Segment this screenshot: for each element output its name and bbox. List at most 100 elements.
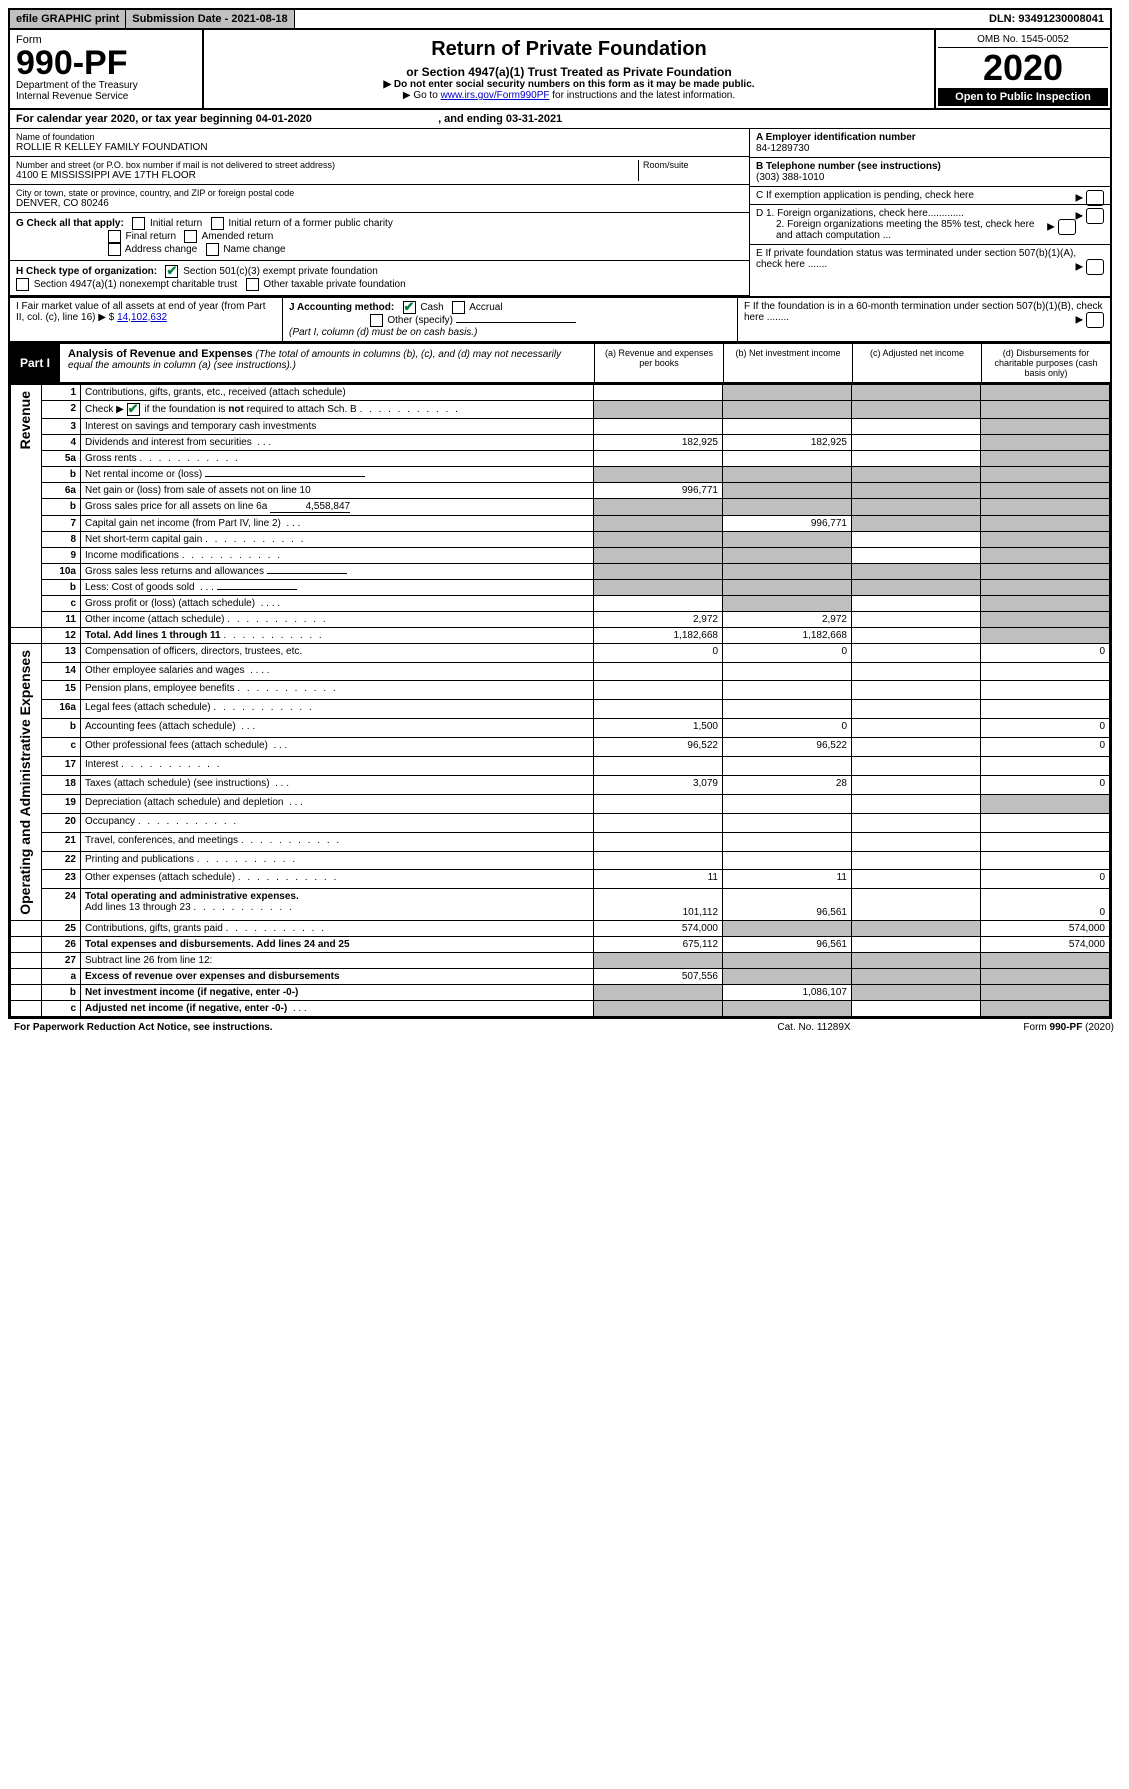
part-description: Analysis of Revenue and Expenses (The to… [60,344,594,382]
checkbox-initial-former[interactable] [211,217,224,230]
table-row: 23Other expenses (attach schedule) 11110 [11,870,1110,889]
table-row: 8Net short-term capital gain [11,531,1110,547]
top-bar: efile GRAPHIC print Submission Date - 20… [10,10,1110,30]
table-row: 4Dividends and interest from securities … [11,434,1110,450]
table-row: 26Total expenses and disbursements. Add … [11,937,1110,953]
checkbox-other-method[interactable] [370,314,383,327]
revenue-expense-table: Revenue 1Contributions, gifts, grants, e… [10,384,1110,1018]
revenue-label: Revenue [15,387,35,453]
table-row: cOther professional fees (attach schedul… [11,738,1110,757]
table-row: 5aGross rents [11,450,1110,466]
checkbox-d2[interactable] [1058,219,1076,235]
table-row: Operating and Administrative Expenses 13… [11,643,1110,662]
table-row: cAdjusted net income (if negative, enter… [11,1001,1110,1017]
fmv-value[interactable]: 14,102,632 [117,312,167,323]
address-cell: Number and street (or P.O. box number if… [10,157,749,185]
table-row: bNet rental income or (loss) [11,466,1110,482]
table-row: 15Pension plans, employee benefits [11,681,1110,700]
checkbox-initial-return[interactable] [132,217,145,230]
omb-number: OMB No. 1545-0052 [938,32,1108,48]
table-row: 7Capital gain net income (from Part IV, … [11,515,1110,531]
calendar-year-row: For calendar year 2020, or tax year begi… [10,110,1110,129]
table-row: bAccounting fees (attach schedule) . . .… [11,719,1110,738]
table-row: 22Printing and publications [11,851,1110,870]
table-row: 3Interest on savings and temporary cash … [11,418,1110,434]
opex-label: Operating and Administrative Expenses [15,646,35,919]
table-row: 25Contributions, gifts, grants paid 574,… [11,921,1110,937]
page-footer: For Paperwork Reduction Act Notice, see … [8,1019,1120,1036]
table-row: 10aGross sales less returns and allowanc… [11,563,1110,579]
footer-left: For Paperwork Reduction Act Notice, see … [14,1022,714,1033]
form-number: 990-PF [16,46,196,80]
section-c: C If exemption application is pending, c… [750,187,1110,205]
header-right: OMB No. 1545-0052 2020 Open to Public In… [934,30,1110,108]
city-state-zip: DENVER, CO 80246 [16,198,743,209]
table-row: 24Total operating and administrative exp… [11,889,1110,921]
table-row: bGross sales price for all assets on lin… [11,498,1110,515]
open-to-public: Open to Public Inspection [938,88,1108,106]
checkbox-d1[interactable] [1086,208,1104,224]
table-row: bNet investment income (if negative, ent… [11,985,1110,1001]
table-row: bLess: Cost of goods sold . . . [11,579,1110,595]
table-row: 27Subtract line 26 from line 12: [11,953,1110,969]
city-cell: City or town, state or province, country… [10,185,749,213]
header-note-1: ▶ Do not enter social security numbers o… [210,79,928,90]
efile-label: efile GRAPHIC print [10,10,126,28]
table-row: Revenue 1Contributions, gifts, grants, e… [11,384,1110,400]
checkbox-sch-b[interactable] [127,403,140,416]
section-i: I Fair market value of all assets at end… [10,298,283,341]
checkbox-501c3[interactable] [165,265,178,278]
address: 4100 E MISSISSIPPI AVE 17TH FLOOR [16,170,638,181]
section-g: G Check all that apply: Initial return I… [10,213,749,261]
irs-link[interactable]: www.irs.gov/Form990PF [441,90,550,101]
section-h: H Check type of organization: Section 50… [10,261,749,296]
checkbox-other-taxable[interactable] [246,278,259,291]
tax-year: 2020 [938,48,1108,88]
form-header: Form 990-PF Department of the Treasury I… [10,30,1110,110]
part-tag: Part I [10,344,60,382]
identity-right: A Employer identification number 84-1289… [749,129,1110,296]
foundation-name: ROLLIE R KELLEY FAMILY FOUNDATION [16,142,743,153]
col-a-header: (a) Revenue and expenses per books [594,344,723,382]
table-row: aExcess of revenue over expenses and dis… [11,969,1110,985]
header-left: Form 990-PF Department of the Treasury I… [10,30,204,108]
checkbox-4947a1[interactable] [16,278,29,291]
dln: DLN: 93491230008041 [983,10,1110,28]
ein-cell: A Employer identification number 84-1289… [750,129,1110,158]
table-row: 19Depreciation (attach schedule) and dep… [11,794,1110,813]
telephone: (303) 388-1010 [756,172,824,183]
table-row: 11Other income (attach schedule) 2,9722,… [11,611,1110,627]
checkbox-final-return[interactable] [108,230,121,243]
checkbox-cash[interactable] [403,301,416,314]
section-j: J Accounting method: Cash Accrual Other … [283,298,738,341]
checkbox-f[interactable] [1086,312,1104,328]
col-b-header: (b) Net investment income [723,344,852,382]
form-subtitle: or Section 4947(a)(1) Trust Treated as P… [210,65,928,79]
checkbox-address-change[interactable] [108,243,121,256]
table-row: 20Occupancy [11,813,1110,832]
header-note-2: ▶ Go to www.irs.gov/Form990PF for instru… [210,90,928,101]
checkbox-amended[interactable] [184,230,197,243]
table-row: 16aLegal fees (attach schedule) [11,700,1110,719]
form-container: efile GRAPHIC print Submission Date - 20… [8,8,1112,1019]
section-d: D 1. Foreign organizations, check here..… [750,205,1110,245]
foundation-name-cell: Name of foundation ROLLIE R KELLEY FAMIL… [10,129,749,157]
checkbox-name-change[interactable] [206,243,219,256]
col-c-header: (c) Adjusted net income [852,344,981,382]
section-f: F If the foundation is in a 60-month ter… [738,298,1110,341]
checkbox-e[interactable] [1086,259,1104,275]
table-row: 12Total. Add lines 1 through 11 1,182,66… [11,627,1110,643]
footer-cat-no: Cat. No. 11289X [714,1022,914,1033]
checkbox-c[interactable] [1086,190,1104,206]
form-title: Return of Private Foundation [210,38,928,61]
table-row: 2Check ▶ if the foundation is not requir… [11,400,1110,418]
part-1-header: Part I Analysis of Revenue and Expenses … [10,342,1110,384]
col-d-header: (d) Disbursements for charitable purpose… [981,344,1110,382]
footer-form-ref: Form 990-PF (2020) [914,1022,1114,1033]
section-i-j-f: I Fair market value of all assets at end… [10,298,1110,342]
submission-date: Submission Date - 2021-08-18 [126,10,294,28]
telephone-cell: B Telephone number (see instructions) (3… [750,158,1110,187]
table-row: 14Other employee salaries and wages . . … [11,662,1110,681]
checkbox-accrual[interactable] [452,301,465,314]
table-row: cGross profit or (loss) (attach schedule… [11,595,1110,611]
